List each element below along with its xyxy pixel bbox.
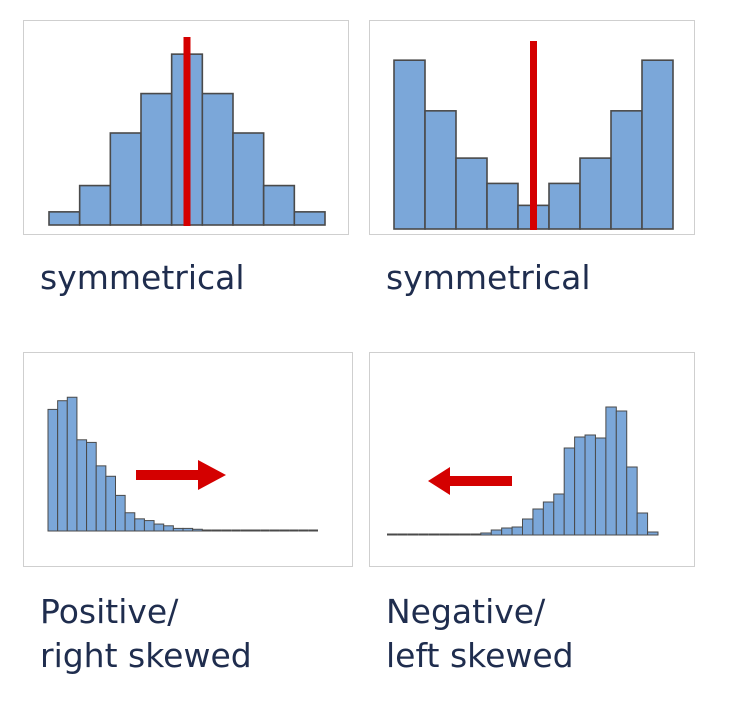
histogram-bar	[293, 211, 326, 226]
histogram-bar	[172, 527, 184, 532]
histogram-bar	[605, 406, 617, 536]
histogram-bar	[95, 465, 107, 532]
histogram-bar	[647, 531, 659, 536]
histogram-bar	[548, 182, 581, 230]
histogram-bar	[66, 396, 78, 532]
histogram-bar	[163, 525, 174, 532]
histogram-bar	[532, 508, 544, 536]
caption-line-1: symmetrical	[386, 258, 591, 297]
chart-panel-symmetrical-normal	[23, 20, 349, 235]
histogram-bar	[109, 132, 142, 226]
histogram-bar	[424, 110, 457, 230]
chart-panel-left-skewed	[369, 352, 695, 567]
histogram-bar	[615, 410, 628, 536]
histogram-bar	[553, 493, 565, 536]
histogram-bar	[636, 512, 649, 536]
caption-symmetrical-bimodal: symmetrical	[386, 256, 591, 300]
histogram-symmetrical-bimodal	[393, 41, 674, 230]
chart-panel-right-skewed	[23, 352, 353, 567]
histogram-bar	[490, 529, 503, 536]
histogram-bar	[78, 184, 112, 226]
skew-arrow-shaft	[136, 470, 200, 480]
histogram-bar	[393, 59, 426, 230]
histogram-bar	[486, 182, 519, 230]
caption-line-1: Positive/	[40, 592, 179, 631]
chart-panel-symmetrical-bimodal	[369, 20, 695, 235]
histogram-bar	[563, 447, 576, 536]
histogram-bar	[140, 92, 173, 226]
histogram-bar	[501, 527, 513, 536]
histogram-symmetrical-normal	[48, 37, 326, 226]
histogram-bar	[57, 400, 68, 532]
histogram-bar	[455, 157, 488, 230]
histogram-left-skewed	[387, 406, 659, 536]
center-line-marker	[183, 37, 191, 226]
caption-line-1: Negative/	[386, 592, 546, 631]
histogram-bar	[542, 501, 555, 536]
caption-right-skewed: Positive/ right skewed	[40, 590, 252, 678]
histogram-bar	[522, 518, 534, 536]
histogram-bar	[610, 110, 643, 230]
skew-arrow-left	[428, 467, 512, 495]
histogram-bar	[192, 528, 203, 532]
histogram-bar	[76, 439, 88, 532]
histogram-bar	[201, 92, 234, 226]
skew-arrow-shaft	[448, 476, 512, 486]
histogram-bar	[584, 434, 596, 536]
histogram-bar	[134, 518, 145, 532]
center-line-marker	[530, 41, 537, 230]
histogram-bar	[115, 494, 126, 532]
caption-symmetrical-normal: symmetrical	[40, 256, 245, 300]
histogram-bar	[480, 532, 492, 536]
histogram-right-skewed	[47, 396, 318, 532]
skew-arrow-head	[198, 460, 226, 490]
histogram-bar	[124, 512, 136, 532]
histogram-bar	[626, 466, 638, 536]
caption-left-skewed: Negative/ left skewed	[386, 590, 574, 678]
histogram-bar	[232, 132, 265, 226]
skew-arrow-head	[428, 467, 450, 495]
caption-line-1: symmetrical	[40, 258, 245, 297]
histogram-bar	[511, 526, 523, 536]
histogram-bar	[641, 59, 674, 230]
histogram-bar	[262, 184, 296, 226]
histogram-bar	[182, 527, 194, 532]
histogram-bar	[48, 211, 81, 226]
histogram-bar	[579, 157, 612, 230]
histogram-bar	[105, 475, 116, 532]
histogram-bar	[574, 436, 586, 536]
histogram-bar	[143, 520, 155, 532]
caption-line-2: right skewed	[40, 636, 252, 675]
skew-arrow-right	[136, 460, 226, 490]
histogram-bar	[594, 437, 607, 536]
histogram-bar	[153, 523, 165, 532]
histogram-bar	[86, 441, 97, 532]
caption-line-2: left skewed	[386, 636, 574, 675]
histogram-bar	[47, 408, 59, 532]
